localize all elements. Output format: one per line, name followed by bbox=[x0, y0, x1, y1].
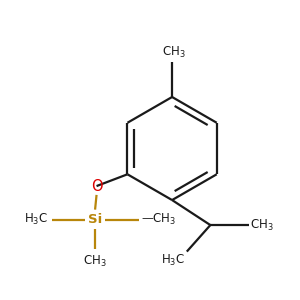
Text: H$_3$C: H$_3$C bbox=[24, 212, 48, 227]
Text: Si: Si bbox=[88, 213, 102, 226]
Text: H$_3$C: H$_3$C bbox=[161, 253, 185, 268]
Text: CH$_3$: CH$_3$ bbox=[83, 254, 107, 269]
Text: CH$_3$: CH$_3$ bbox=[250, 218, 274, 232]
Text: CH$_3$: CH$_3$ bbox=[162, 45, 185, 60]
Text: —CH$_3$: —CH$_3$ bbox=[141, 212, 176, 227]
Text: O: O bbox=[91, 178, 102, 194]
